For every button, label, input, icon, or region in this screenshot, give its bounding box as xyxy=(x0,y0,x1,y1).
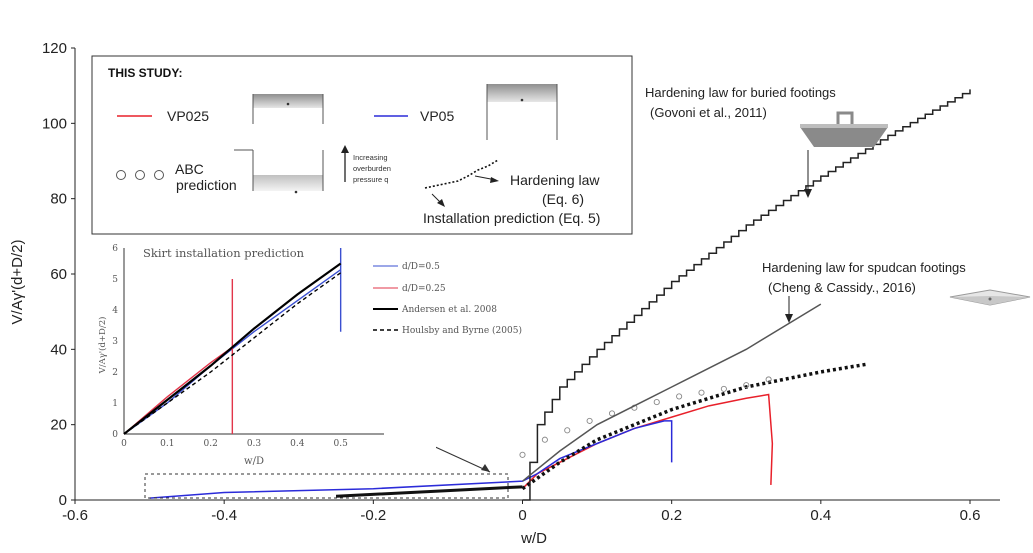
series-hardening-law-eq-6 xyxy=(521,362,866,491)
x-axis-label: w/D xyxy=(520,530,547,547)
hardening-legend-label-2: (Eq. 6) xyxy=(542,191,584,207)
series-abc-prediction xyxy=(519,376,772,458)
inset-y-tick-label: 5 xyxy=(112,275,118,285)
inset-series-0 xyxy=(123,248,342,435)
inset-y-tick-label: 1 xyxy=(112,399,118,409)
inset-y-tick-label: 2 xyxy=(112,368,118,378)
this-study-box: THIS STUDY: VP025 VP05 xyxy=(91,55,633,235)
x-tick-label: 0.2 xyxy=(661,507,682,524)
hardening-legend-label-1: Hardening law xyxy=(510,172,600,188)
abc-legend-label-1: ABC xyxy=(175,161,204,177)
data-point xyxy=(519,451,526,458)
y-tick-label: 80 xyxy=(50,191,67,208)
series-hardening-law-for-buried-footings-govoni-et-al-2011 xyxy=(522,89,971,501)
inset-x-tick-label: 0.4 xyxy=(290,439,305,449)
data-point xyxy=(586,417,593,424)
inset-legend-1: d/D=0.5 xyxy=(402,262,440,272)
y-tick-labels: 0 20 40 60 80 100 120 xyxy=(42,40,75,509)
vp025-legend-label: VP025 xyxy=(167,108,209,124)
y-tick-label: 40 xyxy=(50,341,67,358)
pressure-label-3: pressure q xyxy=(353,175,388,184)
vp05-footing-icon xyxy=(486,84,558,140)
inset-legend-3: Andersen et al. 2008 xyxy=(401,305,497,315)
inset-x-tick-label: 0.2 xyxy=(204,439,218,449)
annotation-buried-ref: (Govoni et al., 2011) xyxy=(650,105,767,120)
inset-series-2 xyxy=(123,262,342,435)
inset-legend-2: d/D=0.25 xyxy=(402,284,446,294)
y-axis-label: V/Aγ'(d+D/2) xyxy=(9,240,26,325)
inset-x-label: w/D xyxy=(244,456,264,467)
x-tick-label: 0 xyxy=(518,507,526,524)
series-vp025 xyxy=(521,393,774,490)
zoom-arrow-head xyxy=(481,464,490,472)
annotation-buried-title: Hardening law for buried footings xyxy=(645,85,836,100)
inset-legend: d/D=0.5 d/D=0.25 Andersen et al. 2008 Ho… xyxy=(373,262,522,336)
annotation-spudcan-ref: (Cheng & Cassidy., 2016) xyxy=(768,280,916,295)
data-point xyxy=(653,399,660,406)
x-tick-label: -0.6 xyxy=(62,507,88,524)
y-tick-label: 20 xyxy=(50,417,67,434)
data-point xyxy=(698,389,705,396)
x-tick-label: 0.6 xyxy=(960,507,981,524)
annotation-spudcan-title: Hardening law for spudcan footings xyxy=(762,260,966,275)
legend-title: THIS STUDY: xyxy=(108,66,182,80)
inset-y-tick-label: 4 xyxy=(112,306,118,316)
inset-x-tick-label: 0.1 xyxy=(160,439,174,449)
data-point xyxy=(720,385,727,392)
inset-x-tick-label: 0.3 xyxy=(247,439,262,449)
data-point xyxy=(743,382,750,389)
series-hardening-law-for-spudcan-footings-cheng-cassidy-2016 xyxy=(522,303,822,482)
series-installation-prediction-eq-5 xyxy=(335,485,523,498)
x-tick-label: -0.4 xyxy=(211,507,237,524)
series-vp05 xyxy=(149,420,673,499)
buried-footing-icon xyxy=(800,111,888,147)
vp05-legend-label: VP05 xyxy=(420,108,454,124)
inset-y-tick-label: 3 xyxy=(112,337,118,347)
y-tick-label: 100 xyxy=(42,115,67,132)
inset-y-tick-label: 0 xyxy=(112,430,118,440)
inset-x-tick-label: 0.5 xyxy=(334,439,349,449)
inset-legend-4: Houlsby and Byrne (2005) xyxy=(402,325,522,336)
inset-series-3 xyxy=(123,272,342,435)
vp025-footing-icon xyxy=(252,94,324,124)
x-tick-labels: -0.6 -0.4 -0.2 0 0.2 0.4 0.6 xyxy=(62,500,980,524)
inset-series-layer xyxy=(123,248,342,435)
abc-footing-icon xyxy=(234,149,324,194)
pressure-label-1: Increasing xyxy=(353,153,388,162)
annotation-buried-arrow-head xyxy=(804,189,812,198)
series-layer xyxy=(149,89,971,501)
y-tick-label: 120 xyxy=(42,40,67,57)
inset-y-ticks: 0 1 2 3 4 5 6 xyxy=(112,244,118,440)
pressure-label-2: overburden xyxy=(353,164,391,173)
abc-legend-label-2: prediction xyxy=(176,177,237,193)
inset-x-ticks: 0 0.1 0.2 0.3 0.4 0.5 xyxy=(121,439,348,449)
data-point xyxy=(676,393,683,400)
data-point xyxy=(564,427,571,434)
data-point xyxy=(765,376,772,383)
spudcan-footing-icon xyxy=(949,289,1031,306)
inset-y-tick-label: 6 xyxy=(112,244,118,254)
inset-series-1 xyxy=(123,279,234,435)
pressure-arrow-icon xyxy=(341,145,349,182)
inset-x-tick-label: 0 xyxy=(121,439,127,449)
y-tick-label: 60 xyxy=(50,266,67,283)
abc-legend-markers xyxy=(116,170,164,180)
x-tick-label: 0.4 xyxy=(810,507,831,524)
data-point xyxy=(608,410,616,417)
y-tick-label: 0 xyxy=(59,492,67,509)
zoom-region-box xyxy=(144,473,509,499)
installation-legend-label: Installation prediction (Eq. 5) xyxy=(423,210,600,226)
inset-plot: Skirt installation prediction w/D V/Aγ'(… xyxy=(97,240,522,467)
x-tick-label: -0.2 xyxy=(360,507,386,524)
annotation-spudcan-arrow-head xyxy=(785,314,793,323)
hardening-legend-line xyxy=(424,159,499,207)
data-point xyxy=(541,436,548,443)
inset-title: Skirt installation prediction xyxy=(143,246,305,260)
inset-y-label: V/Aγ'(d+D/2) xyxy=(97,317,108,375)
